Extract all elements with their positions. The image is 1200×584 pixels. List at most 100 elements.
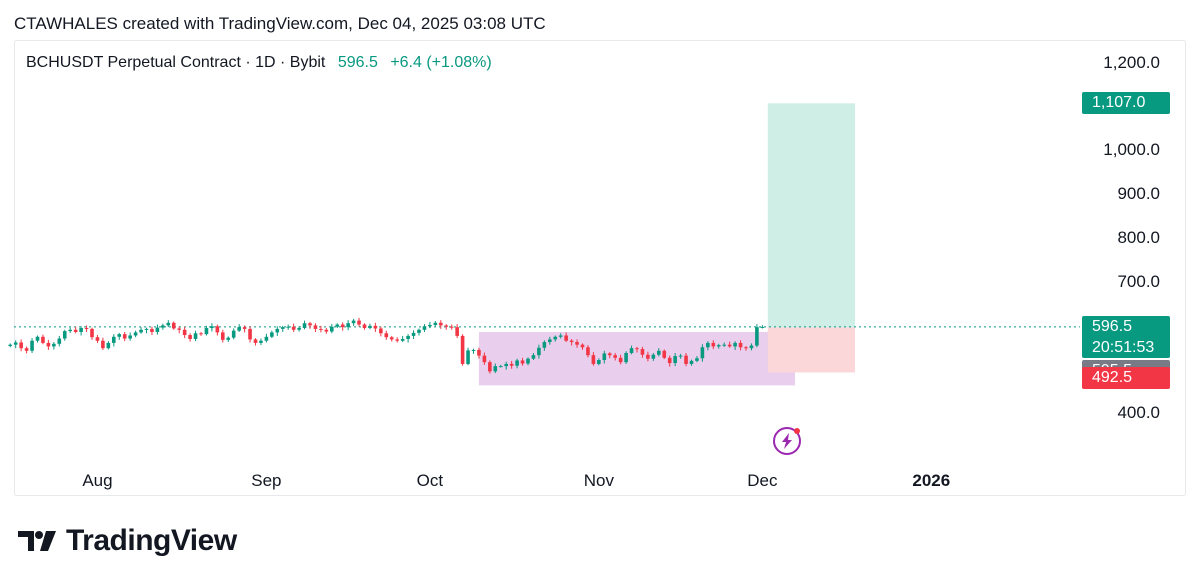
loss-zone[interactable] [767, 327, 855, 373]
candle[interactable] [531, 355, 536, 359]
candle[interactable] [602, 353, 607, 361]
candle[interactable] [106, 342, 111, 349]
candle[interactable] [204, 328, 209, 335]
candle[interactable] [68, 329, 72, 332]
candle[interactable] [24, 348, 29, 351]
candle[interactable] [57, 338, 62, 344]
candle[interactable] [667, 357, 672, 364]
candle[interactable] [744, 347, 748, 349]
candle[interactable] [155, 327, 160, 332]
candle[interactable] [586, 347, 590, 356]
candle[interactable] [79, 328, 83, 332]
candle[interactable] [362, 324, 367, 329]
candle[interactable] [449, 326, 454, 328]
candle[interactable] [520, 360, 525, 364]
candle[interactable] [433, 322, 438, 325]
candle[interactable] [346, 323, 350, 328]
candle[interactable] [417, 329, 421, 333]
candle[interactable] [575, 342, 579, 345]
candle[interactable] [313, 325, 318, 329]
candle[interactable] [122, 334, 127, 339]
candle[interactable] [580, 344, 585, 348]
candle[interactable] [221, 332, 225, 340]
candle[interactable] [395, 339, 399, 341]
candle[interactable] [13, 342, 18, 345]
candle[interactable] [515, 360, 519, 366]
candle[interactable] [308, 323, 312, 326]
candle[interactable] [509, 363, 514, 366]
candle[interactable] [264, 336, 269, 341]
candle[interactable] [373, 325, 378, 329]
candle[interactable] [689, 360, 694, 364]
candle[interactable] [133, 332, 138, 336]
candle[interactable] [389, 337, 394, 340]
candle[interactable] [493, 366, 498, 372]
candle[interactable] [237, 327, 241, 331]
candle[interactable] [259, 340, 263, 343]
candle[interactable] [101, 340, 105, 349]
candle[interactable] [624, 352, 628, 363]
candle[interactable] [95, 337, 100, 341]
candle[interactable] [231, 330, 236, 338]
profit-zone[interactable] [767, 103, 855, 328]
candle[interactable] [406, 335, 410, 339]
candle[interactable] [733, 342, 737, 347]
candle[interactable] [466, 350, 470, 364]
candle[interactable] [112, 336, 116, 343]
candle[interactable] [193, 333, 198, 339]
candle[interactable] [695, 358, 699, 361]
candle[interactable] [128, 335, 132, 339]
candle[interactable] [428, 324, 432, 327]
candle[interactable] [177, 328, 181, 330]
candle[interactable] [302, 323, 307, 329]
candle[interactable] [400, 338, 405, 341]
candle[interactable] [210, 326, 214, 329]
candle[interactable] [351, 320, 356, 324]
candle[interactable] [439, 322, 443, 326]
candle[interactable] [548, 339, 552, 343]
candle[interactable] [716, 345, 721, 347]
candle[interactable] [226, 337, 231, 340]
candle[interactable] [477, 349, 481, 356]
candle[interactable] [640, 349, 645, 355]
candle[interactable] [84, 328, 89, 330]
lightning-icon[interactable] [773, 427, 801, 455]
candle[interactable] [166, 322, 171, 326]
candle[interactable] [722, 344, 726, 346]
candle[interactable] [411, 332, 416, 336]
candle[interactable] [526, 358, 530, 364]
candle[interactable] [199, 333, 203, 335]
candle[interactable] [19, 342, 23, 349]
candle[interactable] [368, 325, 372, 329]
candle[interactable] [161, 325, 165, 328]
candle[interactable] [684, 355, 688, 364]
candle[interactable] [335, 324, 340, 327]
candle[interactable] [673, 356, 677, 364]
candle[interactable] [182, 329, 187, 336]
candle[interactable] [90, 328, 94, 338]
candle[interactable] [297, 328, 301, 330]
candle[interactable] [455, 327, 459, 336]
candle[interactable] [73, 329, 78, 332]
candle[interactable] [215, 326, 220, 333]
candle[interactable] [379, 328, 383, 334]
candle[interactable] [618, 357, 623, 363]
candle[interactable] [291, 326, 296, 330]
candle[interactable] [242, 327, 247, 329]
candle[interactable] [35, 336, 40, 341]
candle[interactable] [662, 350, 667, 358]
candle[interactable] [629, 348, 634, 353]
candle[interactable] [727, 344, 732, 347]
candle[interactable] [558, 335, 563, 337]
candle[interactable] [504, 363, 508, 367]
candle[interactable] [553, 336, 558, 340]
candle[interactable] [280, 327, 285, 329]
candle[interactable] [471, 349, 476, 351]
candle[interactable] [597, 360, 601, 364]
candle[interactable] [117, 334, 122, 337]
candle[interactable] [340, 324, 345, 328]
candle[interactable] [275, 328, 280, 333]
candle[interactable] [422, 326, 427, 330]
candle[interactable] [711, 342, 716, 347]
